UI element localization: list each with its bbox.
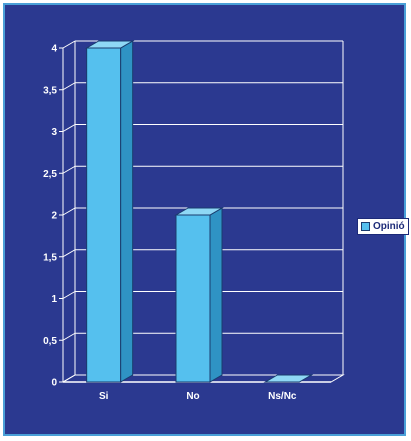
y-tick-label: 4 (51, 44, 57, 55)
gridline-side (62, 291, 76, 299)
x-tick-label: Ns/Nc (268, 391, 297, 402)
gridline-side (62, 82, 76, 91)
bar (86, 47, 122, 383)
bar-top (84, 40, 135, 49)
x-tick-label: No (186, 391, 199, 402)
gridline-side (62, 332, 76, 341)
gridline-side (62, 165, 76, 174)
y-tick-label: 1 (51, 294, 57, 305)
y-tick-label: 0,5 (43, 336, 57, 347)
gridline-side (62, 124, 76, 132)
y-tick-label: 1,5 (43, 252, 57, 263)
bar-side (120, 40, 134, 383)
y-tick-label: 2 (51, 211, 57, 222)
y-tick-label: 2,5 (43, 169, 57, 180)
gridline-side (62, 40, 76, 49)
bar-top (174, 207, 224, 216)
bar (175, 214, 211, 383)
bar-side (209, 207, 223, 383)
y-tick-label: 0 (51, 378, 57, 389)
bars (84, 40, 314, 383)
legend-swatch (361, 222, 370, 231)
y-tick-label: 3 (51, 127, 57, 138)
gridline-side (62, 207, 76, 216)
bar (263, 374, 314, 383)
tick-labels: 0 0,5 1 1,5 2 2,5 3 3,5 4 Si No Ns/Nc (43, 44, 297, 403)
x-tick-label: Si (99, 391, 109, 402)
legend: Opinió (357, 218, 409, 235)
y-tick-label: 3,5 (43, 85, 57, 96)
gridline-side (62, 249, 76, 258)
legend-label: Opinió (373, 221, 405, 232)
